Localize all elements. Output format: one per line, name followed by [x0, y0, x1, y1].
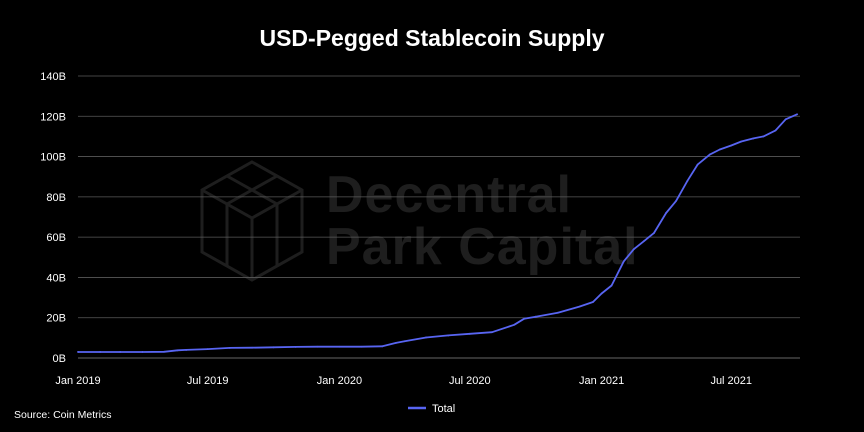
- y-tick-label: 60B: [46, 232, 66, 244]
- chart-title: USD-Pegged Stablecoin Supply: [259, 25, 604, 51]
- data-point: [425, 336, 428, 339]
- data-point: [141, 351, 144, 353]
- data-point: [119, 351, 122, 353]
- data-point: [534, 315, 537, 318]
- y-tick-label: 140B: [40, 71, 66, 83]
- data-point: [395, 341, 397, 344]
- data-point: [730, 144, 733, 147]
- data-point: [176, 349, 179, 352]
- y-tick-label: 20B: [46, 313, 66, 325]
- data-point: [600, 292, 603, 295]
- x-tick-label: Jan 2021: [579, 375, 624, 387]
- y-tick-label: 100B: [40, 152, 66, 164]
- data-point: [632, 248, 635, 251]
- data-point: [642, 240, 645, 243]
- data-point: [610, 284, 613, 287]
- data-point: [762, 135, 765, 138]
- data-point: [665, 212, 667, 214]
- watermark: Decentral Park Capital: [200, 160, 639, 282]
- data-point: [513, 323, 516, 326]
- data-point: [381, 345, 384, 348]
- data-point: [740, 140, 743, 143]
- data-point: [77, 351, 79, 353]
- data-point: [316, 345, 319, 348]
- data-point: [622, 260, 625, 263]
- data-point: [163, 350, 165, 353]
- watermark-line-1: Decentral: [326, 166, 572, 224]
- data-point: [272, 346, 275, 349]
- data-point: [294, 346, 297, 348]
- data-point: [696, 163, 699, 166]
- data-point: [360, 345, 363, 348]
- data-point: [796, 113, 799, 116]
- data-point: [752, 137, 755, 140]
- data-point: [338, 345, 341, 348]
- grid-lines: [78, 75, 800, 359]
- data-point: [403, 340, 406, 343]
- data-point: [251, 346, 253, 349]
- y-tick-label: 120B: [40, 111, 66, 123]
- y-tick-label: 40B: [46, 272, 66, 284]
- data-point: [185, 349, 188, 351]
- data-point: [99, 351, 102, 353]
- y-tick-label: 0B: [53, 353, 66, 365]
- data-point: [228, 347, 231, 349]
- data-point: [652, 232, 655, 235]
- x-tick-label: Jan 2019: [55, 375, 100, 387]
- data-point: [578, 305, 581, 308]
- cube-logo-icon: [200, 160, 304, 282]
- x-tick-label: Jul 2019: [187, 375, 229, 387]
- data-point: [523, 317, 526, 320]
- data-point: [686, 179, 689, 182]
- x-tick-label: Jul 2020: [449, 375, 491, 387]
- y-tick-label: 80B: [46, 192, 66, 204]
- source-note: Source: Coin Metrics: [14, 409, 111, 421]
- data-point: [468, 332, 471, 335]
- data-point: [675, 199, 677, 202]
- legend: Total: [408, 403, 455, 415]
- data-point: [784, 118, 787, 121]
- x-tick-label: Jan 2020: [317, 375, 362, 387]
- data-point: [708, 153, 711, 156]
- legend-label-total: Total: [432, 403, 455, 415]
- watermark-line-2: Park Capital: [326, 218, 639, 276]
- series-layer: [77, 113, 799, 353]
- x-axis-ticks: Jan 2019 Jul 2019 Jan 2020 Jul 2020 Jan 2021…: [55, 375, 752, 387]
- data-point: [491, 331, 493, 334]
- y-axis-ticks: 0B 20B 40B 60B 80B 100B 120B 140B: [40, 71, 66, 365]
- data-point: [718, 148, 721, 151]
- data-point: [206, 348, 209, 351]
- x-tick-label: Jul 2021: [710, 375, 752, 387]
- data-point: [447, 334, 450, 337]
- data-point: [557, 311, 559, 314]
- data-point: [592, 301, 594, 303]
- data-point: [774, 129, 777, 132]
